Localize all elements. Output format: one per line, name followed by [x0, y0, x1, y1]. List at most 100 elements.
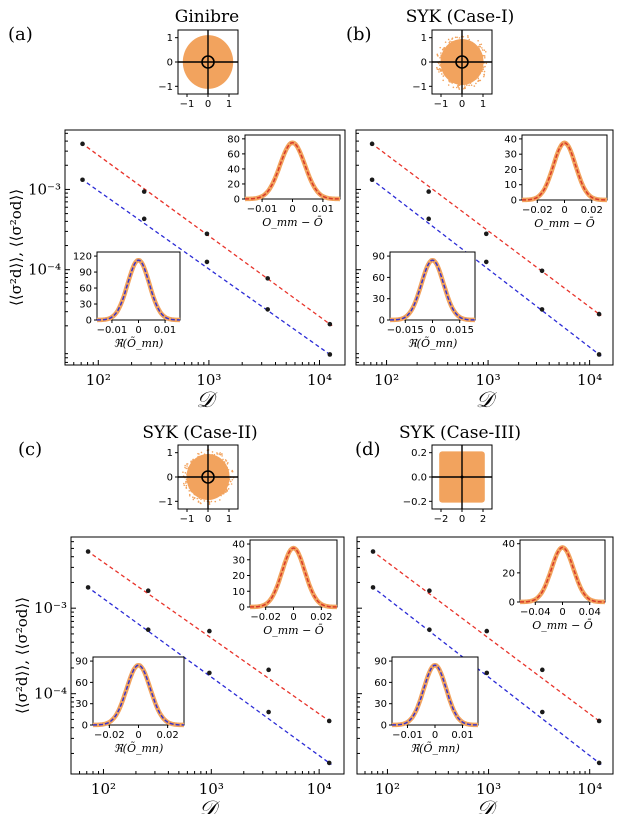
- inset-offdiagonal-xtick-label: 0.01: [154, 325, 176, 336]
- data-point-series-1: [327, 321, 333, 327]
- spectrum-point: [439, 63, 442, 65]
- inset-diagonal-gaussian: [249, 547, 338, 608]
- spectrum-point: [185, 484, 188, 487]
- spectrum-point: [188, 490, 191, 492]
- spectrum-point: [452, 86, 455, 89]
- spectrum-xtick-label: 0: [205, 99, 211, 110]
- spectrum-point: [483, 49, 486, 51]
- y-axis-label: ⟨⟨σ²d⟩⟩, ⟨⟨σ²od⟩⟩: [7, 189, 25, 306]
- data-point-series-2: [85, 585, 91, 590]
- spectrum-point: [440, 69, 443, 72]
- data-point-series-2: [426, 216, 431, 222]
- spectrum-ytick-label: −0.2: [403, 497, 427, 508]
- inset-offdiagonal-ytick-label: 0: [381, 721, 387, 732]
- spectrum-point: [436, 66, 438, 69]
- data-point-series-2: [266, 709, 271, 715]
- data-point-series-2: [369, 177, 375, 183]
- spectrum-point: [471, 41, 473, 44]
- spectrum-point: [186, 463, 188, 465]
- spectrum-point: [442, 79, 444, 82]
- spectrum-point: [213, 453, 216, 456]
- spectrum-point: [226, 466, 228, 469]
- spectrum-point: [184, 472, 187, 474]
- spectrum-point: [451, 79, 454, 82]
- spectrum-point: [483, 70, 486, 73]
- spectrum-point: [221, 455, 223, 457]
- data-point-series-2: [539, 307, 545, 312]
- inset-offdiagonal-ytick-label: 90: [79, 268, 92, 279]
- data-point-series-1: [141, 189, 147, 194]
- spectrum-point: [451, 41, 454, 43]
- inset-diagonal-frame: [519, 539, 606, 603]
- spectrum-point: [190, 460, 193, 462]
- spectrum-point: [231, 470, 234, 473]
- data-point-series-2: [141, 216, 147, 222]
- main-frame: [356, 536, 614, 775]
- spectrum-point: [223, 491, 226, 493]
- inset-offdiagonal-xtick-label: 0: [135, 325, 141, 336]
- spectrum-xtick-label: 2: [480, 514, 486, 525]
- spectrum-point: [209, 498, 212, 500]
- panel-title: Ginibre: [175, 7, 239, 27]
- spectrum-point: [227, 468, 230, 471]
- spectrum-point: [439, 64, 441, 67]
- inset-diagonal-ytick-label: 20: [504, 165, 517, 176]
- spectrum-point: [187, 467, 189, 470]
- inset-offdiagonal-gaussian: [391, 664, 479, 726]
- spectrum-center-circle: [201, 55, 215, 69]
- spectrum-point: [440, 65, 442, 67]
- inset-offdiagonal-gaussian: [389, 259, 476, 321]
- inset-diagonal-ytick-label: 10: [504, 180, 517, 191]
- inset-diagonal-xtick-label: 0: [561, 205, 567, 216]
- spectrum-inset: −1 0 1 1 0 −1: [158, 29, 239, 110]
- xtick-label: 10⁴: [577, 780, 602, 798]
- spectrum-point: [485, 62, 488, 65]
- panel-label: (b): [346, 24, 372, 45]
- ytick-label: 10⁻⁴: [28, 261, 61, 279]
- spectrum-point: [478, 45, 480, 48]
- data-point-series-1: [207, 628, 212, 634]
- spectrum-point: [196, 494, 198, 497]
- inset-offdiagonal-xlabel: ℜ(Õ_mn): [410, 741, 460, 755]
- spectrum-point: [438, 67, 441, 70]
- spectrum-point: [482, 66, 485, 68]
- data-point-series-1: [326, 718, 332, 724]
- spectrum-point: [227, 484, 229, 486]
- data-point-series-2: [484, 670, 490, 676]
- inset-diagonal-xtick-label: 0: [559, 607, 565, 618]
- inset-diagonal-ytick-label: 40: [502, 539, 515, 550]
- spectrum-point: [218, 457, 220, 460]
- data-point-series-2: [483, 259, 489, 265]
- spectrum-point: [438, 68, 440, 71]
- inset-diagonal-frame: [249, 539, 338, 608]
- data-point-series-1: [369, 141, 375, 147]
- inset-diagonal-frame: [521, 134, 608, 201]
- spectrum-point: [440, 52, 442, 54]
- main-axes: 10² 10³ 10⁴ 10⁻³ 10⁻⁴ 𝒟 ⟨⟨σ²d⟩⟩, ⟨⟨σ²od⟩⟩: [13, 536, 345, 814]
- inset-offdiagonal-ytick-label: 60: [75, 678, 88, 689]
- spectrum-inset: −1 0 1 1 0 −1: [412, 29, 493, 110]
- xtick-label: 10⁴: [577, 371, 602, 389]
- inset-offdiagonal-xtick-label: 0: [429, 325, 435, 336]
- spectrum-point: [444, 41, 447, 43]
- spectrum-point: [438, 71, 440, 73]
- spectrum-point: [223, 461, 226, 463]
- spectrum-point: [199, 455, 201, 458]
- spectrum-point: [203, 453, 206, 455]
- data-point-series-1: [596, 718, 602, 724]
- spectrum-point: [475, 82, 477, 85]
- spectrum-point: [193, 497, 196, 499]
- inset-diagonal-gaussian: [521, 142, 608, 201]
- data-point-series-1: [80, 141, 85, 147]
- spectrum-xtick-label: 1: [480, 99, 486, 110]
- inset-diagonal-xtick-label: 0.01: [312, 204, 334, 215]
- spectrum-point: [192, 498, 195, 501]
- inset-diagonal-xlabel: O_mm − Ō: [263, 624, 324, 637]
- spectrum-point: [190, 463, 192, 466]
- spectrum-point: [440, 55, 442, 58]
- data-point-series-1: [483, 231, 489, 237]
- spectrum-point: [439, 46, 442, 49]
- inset-diagonal-xlabel: O_mm − Ō: [534, 217, 595, 230]
